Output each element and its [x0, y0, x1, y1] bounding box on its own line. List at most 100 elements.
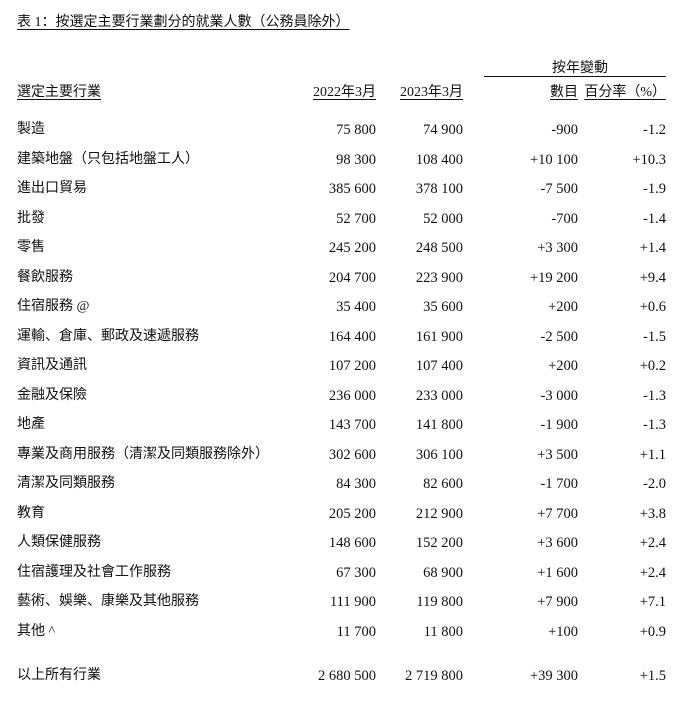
cell-2022: 67 300	[336, 564, 376, 581]
cell-2022: 205 200	[328, 505, 376, 522]
cell-change: -3 000	[540, 387, 578, 404]
cell-2022: 164 400	[328, 328, 376, 345]
cell-2022: 143 700	[328, 417, 376, 433]
cell-2022: 52 700	[336, 210, 376, 227]
cell-percent: +2.4	[639, 535, 666, 551]
cell-change: -7 500	[540, 181, 578, 197]
cell-industry: 專業及商用服務（清潔及同類服務除外）	[17, 446, 269, 462]
cell-change: +3 300	[537, 240, 578, 256]
cell-change: +1 600	[537, 564, 578, 581]
cell-2023: 74 900	[423, 122, 463, 138]
cell-change: +19 200	[529, 269, 578, 286]
cell-percent: -1.2	[643, 122, 666, 138]
cell-change: +3 600	[537, 535, 578, 551]
total-2023: 2 719 800	[405, 668, 463, 684]
cell-2023: 52 000	[423, 210, 463, 227]
total-industry: 以上所有行業	[17, 668, 101, 683]
cell-industry: 住宿服務 @	[17, 299, 90, 314]
cell-percent: +2.4	[639, 564, 666, 581]
cell-2022: 385 600	[328, 181, 376, 197]
cell-2023: 161 900	[415, 328, 463, 345]
cell-2022: 204 700	[328, 269, 376, 286]
cell-2023: 11 800	[423, 623, 463, 640]
cell-industry: 地產	[17, 417, 45, 432]
cell-industry: 運輸、倉庫、郵政及速遞服務	[17, 328, 199, 344]
cell-change: -2 500	[540, 328, 578, 345]
cell-percent: +7.1	[639, 594, 666, 610]
table-title: 表 1：按選定主要行業劃分的就業人數（公務員除外）	[17, 15, 350, 30]
cell-2022: 111 900	[329, 594, 376, 610]
cell-industry: 教育	[17, 505, 45, 521]
cell-2022: 75 800	[336, 122, 376, 138]
cell-2022: 11 700	[336, 623, 376, 640]
cell-change: +200	[548, 299, 578, 315]
total-change: +39 300	[529, 668, 578, 684]
cell-2023: 212 900	[415, 505, 463, 522]
cell-percent: -1.3	[643, 417, 666, 433]
cell-2023: 35 600	[423, 299, 463, 315]
cell-change: +3 500	[537, 446, 578, 463]
cell-2022: 148 600	[328, 535, 376, 551]
cell-percent: -1.9	[643, 181, 666, 197]
cell-2023: 108 400	[415, 151, 463, 168]
cell-industry: 其他 ^	[17, 623, 56, 639]
cell-percent: -1.4	[643, 210, 666, 227]
cell-change: +10 100	[529, 151, 578, 168]
cell-2023: 82 600	[423, 476, 463, 492]
cell-2023: 152 200	[415, 535, 463, 551]
cell-2022: 35 400	[336, 299, 376, 315]
header-2022: 2022年3月	[313, 85, 376, 100]
cell-industry: 批發	[17, 210, 45, 226]
cell-industry: 建築地盤（只包括地盤工人）	[17, 151, 199, 167]
cell-percent: +3.8	[639, 505, 666, 522]
cell-2022: 302 600	[328, 446, 376, 463]
cell-industry: 進出口貿易	[17, 181, 87, 196]
cell-percent: +0.2	[639, 358, 666, 374]
total-percent: +1.5	[639, 668, 666, 684]
cell-2022: 245 200	[328, 240, 376, 256]
cell-industry: 資訊及通訊	[17, 358, 87, 373]
cell-change: +100	[548, 623, 578, 640]
cell-2023: 233 000	[415, 387, 463, 404]
cell-industry: 餐飲服務	[17, 269, 73, 285]
cell-percent: +0.6	[639, 299, 666, 315]
cell-percent: +1.4	[639, 240, 666, 256]
cell-industry: 藝術、娛樂、康樂及其他服務	[17, 594, 199, 609]
cell-percent: +9.4	[639, 269, 666, 286]
cell-industry: 金融及保險	[17, 387, 87, 403]
cell-industry: 製造	[17, 122, 45, 137]
cell-2022: 98 300	[336, 151, 376, 168]
cell-industry: 清潔及同類服務	[17, 476, 115, 491]
cell-2023: 378 100	[415, 181, 463, 197]
header-2023: 2023年3月	[400, 85, 463, 100]
cell-2023: 107 400	[415, 358, 463, 374]
header-change-number: 數目	[550, 85, 578, 100]
cell-change: -900	[551, 122, 578, 138]
cell-change: +7 700	[537, 505, 578, 522]
cell-industry: 住宿護理及社會工作服務	[17, 564, 171, 580]
cell-change: -700	[551, 210, 578, 227]
cell-2023: 248 500	[415, 240, 463, 256]
group-header-rule	[484, 76, 666, 77]
cell-2023: 68 900	[423, 564, 463, 581]
cell-change: -1 700	[540, 476, 578, 492]
cell-2022: 236 000	[328, 387, 376, 404]
cell-change: -1 900	[540, 417, 578, 433]
yoy-change-group-header: 按年變動	[552, 61, 608, 76]
cell-2023: 223 900	[415, 269, 463, 286]
cell-2023: 141 800	[415, 417, 463, 433]
cell-2022: 84 300	[336, 476, 376, 492]
cell-percent: +0.9	[639, 623, 666, 640]
total-2022: 2 680 500	[318, 668, 376, 684]
cell-industry: 零售	[17, 240, 45, 255]
cell-change: +7 900	[537, 594, 578, 610]
cell-percent: -1.3	[643, 387, 666, 404]
header-change-percent: 百分率（%）	[584, 85, 666, 100]
cell-2023: 306 100	[415, 446, 463, 463]
cell-percent: +10.3	[632, 151, 666, 168]
cell-percent: -1.5	[643, 328, 666, 345]
header-industry: 選定主要行業	[17, 85, 101, 100]
cell-change: +200	[548, 358, 578, 374]
cell-percent: -2.0	[643, 476, 666, 492]
cell-2023: 119 800	[416, 594, 463, 610]
